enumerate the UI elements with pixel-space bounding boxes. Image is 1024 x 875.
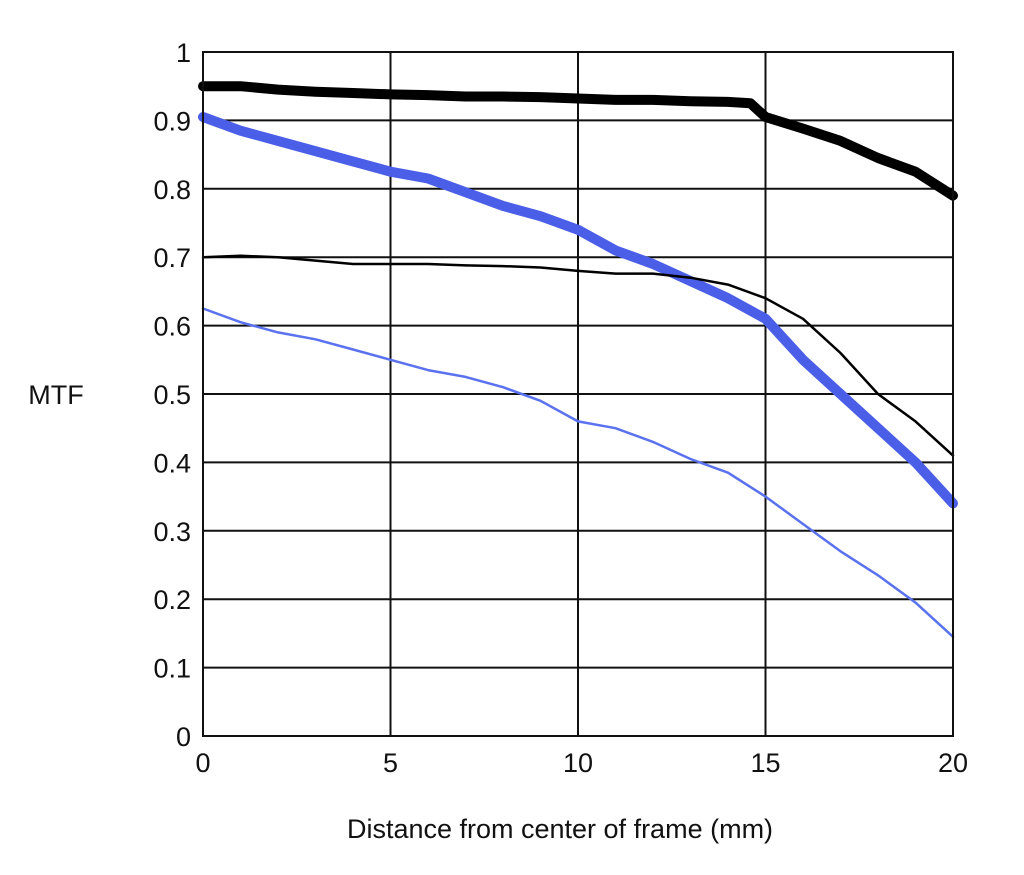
y-tick-label: 0.5 (153, 380, 191, 410)
y-tick-label: 0.8 (153, 175, 191, 205)
y-tick-label: 0.6 (153, 312, 191, 342)
data-series (198, 81, 958, 639)
series-line-2 (198, 112, 958, 509)
plot-frame (202, 51, 954, 737)
x-tick-label: 0 (195, 748, 210, 778)
series-line-1 (198, 81, 958, 201)
y-tick-label: 1 (176, 38, 191, 68)
y-tick-labels: 0 0.1 0.2 0.3 0.4 0.5 0.6 0.7 0.8 0.9 1 (153, 38, 191, 752)
series-line-4 (201, 307, 955, 639)
x-tick-label: 10 (563, 748, 593, 778)
y-tick-label: 0 (176, 722, 191, 752)
x-tick-label: 5 (383, 748, 398, 778)
y-tick-label: 0.4 (153, 448, 191, 478)
y-tick-label: 0.9 (153, 106, 191, 136)
series-line-3 (201, 254, 955, 457)
x-tick-labels: 0 5 10 15 20 (195, 748, 968, 778)
x-tick-label: 20 (938, 748, 968, 778)
x-tick-label: 15 (750, 748, 780, 778)
y-axis-label: MTF (28, 380, 83, 410)
y-tick-label: 0.7 (153, 243, 191, 273)
y-tick-label: 0.3 (153, 517, 191, 547)
x-axis-label: Distance from center of frame (mm) (347, 814, 773, 844)
y-tick-label: 0.2 (153, 585, 191, 615)
y-tick-label: 0.1 (153, 654, 191, 684)
